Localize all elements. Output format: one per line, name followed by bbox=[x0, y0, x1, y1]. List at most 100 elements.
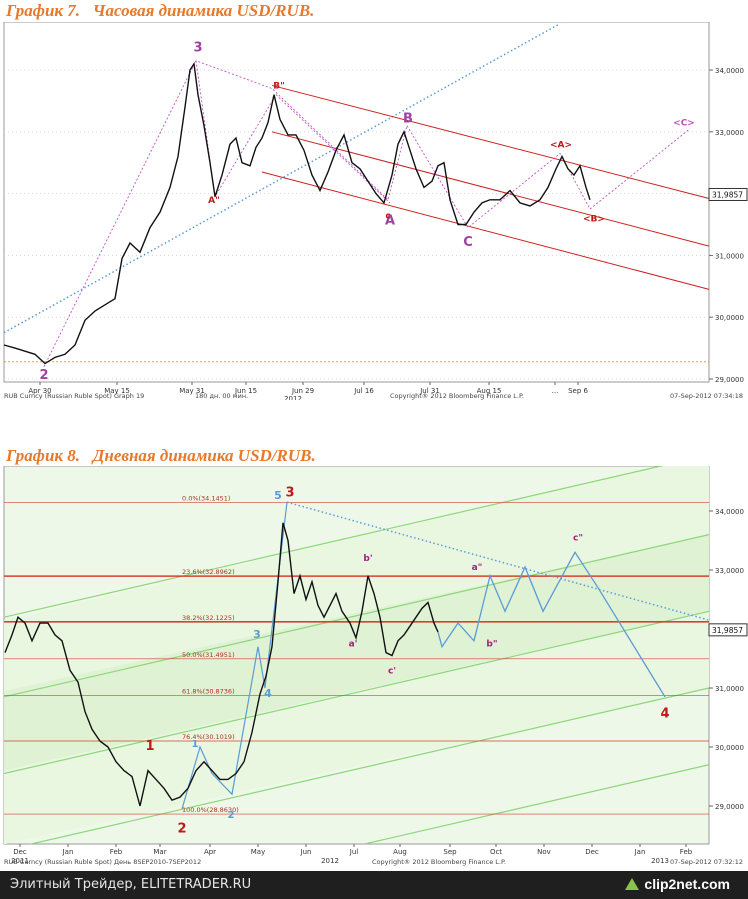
chart7-footer-left: RUB Curncy (Russian Ruble Spot) Graph 19 bbox=[4, 392, 144, 400]
chart8-footer-right: 07-Sep-2012 07:32:12 bbox=[670, 858, 743, 866]
chart8-channel-line bbox=[4, 466, 664, 618]
chart8-wave-label: 1 bbox=[192, 739, 199, 750]
chart7-ytick-label: 30,0000 bbox=[715, 314, 744, 322]
chart8-wave-label: a' bbox=[349, 640, 358, 650]
chart8-title: График 8. Дневная динамика USD/RUB. bbox=[6, 446, 316, 465]
chart7-channel-upper bbox=[271, 84, 710, 200]
chart8-xtick-label: Oct bbox=[490, 848, 502, 856]
chart8-plot-group bbox=[4, 466, 709, 844]
chart8-year-label: 2011 bbox=[11, 857, 29, 865]
chart8-fib-label: 100.0%(28.8630) bbox=[182, 806, 239, 814]
chart8-xtick-label: May bbox=[251, 848, 265, 856]
chart8-wave-label: 4 bbox=[264, 687, 272, 700]
chart8-daily-usdrub: 34,000033,000032,000031,000030,000029,00… bbox=[3, 466, 748, 866]
chart7-wave-label: <A> bbox=[550, 140, 572, 150]
chart7-ytick-label: 33,0000 bbox=[715, 129, 744, 137]
chart8-last-price-box bbox=[708, 623, 748, 637]
chart8-year-label: 2012 bbox=[321, 857, 339, 865]
chart8-ytick-label: 31,0000 bbox=[715, 685, 744, 693]
chart7-wave-label: C bbox=[463, 235, 473, 250]
chart8-xtick-label: Apr bbox=[204, 848, 216, 856]
chart7-wave-label: A bbox=[385, 214, 395, 229]
chart7-xtick-label: Jun 15 bbox=[234, 387, 257, 395]
chart8-fib-label: 76.4%(30.1019) bbox=[182, 733, 235, 741]
chart7-xtick-label: Jul 16 bbox=[353, 387, 374, 395]
chart8-channel-band bbox=[4, 611, 709, 844]
chart7-xtick-label: Aug 15 bbox=[477, 387, 502, 395]
chart8-channel-line bbox=[361, 764, 709, 844]
chart8-wave-label: 3 bbox=[285, 485, 294, 500]
chart7-xtick-label: Apr 30 bbox=[28, 387, 51, 395]
chart8-year-label: 2013 bbox=[651, 857, 669, 865]
chart8-ytick-label: 30,0000 bbox=[715, 744, 744, 752]
chart8-blue-trendline bbox=[286, 501, 710, 621]
chart8-xtick-label: Dec bbox=[13, 848, 27, 856]
chart8-wave-label: b" bbox=[486, 640, 497, 650]
chart7-plot-area bbox=[3, 22, 710, 383]
chart8-wave-label: 4 bbox=[660, 707, 669, 722]
chart8-forecast-path bbox=[437, 551, 666, 698]
chart8-wave-label: c" bbox=[573, 534, 583, 544]
chart7-xtick-label: Jun 29 bbox=[291, 387, 314, 395]
chart8-fib-label: 50.0%(31.4951) bbox=[182, 651, 235, 659]
chart8-fib-label: 38.2%(32.1225) bbox=[182, 614, 235, 622]
chart8-channel-line bbox=[4, 534, 709, 698]
chart8-wave-label: b' bbox=[363, 554, 372, 564]
chart8-xtick-label: Jan bbox=[62, 848, 74, 856]
chart7-year-label: 2012 bbox=[284, 395, 302, 400]
chart7-footer-right: 07-Sep-2012 07:34:18 bbox=[670, 392, 743, 400]
chart7-xtick-label: May 31 bbox=[179, 387, 205, 395]
chart8-footer-mid: Copyright® 2012 Bloomberg Finance L.P. bbox=[372, 858, 506, 866]
chart7-wave-dotted bbox=[43, 60, 691, 367]
chart8-last-price-label: 31,9857 bbox=[712, 626, 743, 635]
chart8-ytick-label: 33,0000 bbox=[715, 567, 744, 575]
chart8-xtick-label: Dec bbox=[585, 848, 599, 856]
chart8-xtick-label: Jul bbox=[349, 848, 359, 856]
chart8-xtick-label: Jun bbox=[300, 848, 312, 856]
chart8-wave-label: 3 bbox=[253, 628, 261, 641]
clip2net-logo-text: clip2net.com bbox=[644, 876, 730, 892]
chart8-wave-label: 2 bbox=[228, 810, 235, 821]
chart7-ytick-label: 31,0000 bbox=[715, 252, 744, 260]
chart7-xtick-label: May 15 bbox=[104, 387, 130, 395]
chart8-price-line bbox=[4, 522, 439, 807]
footer-site-text: Элитный Трейдер, ELITETRADER.RU bbox=[10, 877, 252, 892]
chart8-ytick-label: 29,0000 bbox=[715, 803, 744, 811]
chart8-channel-band bbox=[4, 534, 709, 771]
chart8-fib-label: 0.0%(34.1451) bbox=[182, 494, 230, 502]
chart7-channel-lower bbox=[261, 171, 710, 290]
chart7-last-price-box bbox=[708, 187, 748, 201]
chart7-wave-label: c bbox=[385, 211, 390, 221]
chart7-ytick-label: 34,0000 bbox=[715, 67, 744, 75]
chart7-wave-label: B bbox=[403, 112, 413, 127]
clip2net-logo-icon bbox=[625, 878, 640, 890]
chart7-wave-label: B" bbox=[273, 82, 285, 92]
chart7-ytick-label: 29,0000 bbox=[715, 376, 744, 384]
chart7-wave-label: 2 bbox=[39, 368, 48, 383]
chart7-wave-label: 3 bbox=[193, 40, 202, 55]
chart8-xtick-label: Feb bbox=[110, 848, 123, 856]
chart7-hourly-usdrub: 34,000033,000032,000031,000030,000029,00… bbox=[3, 22, 748, 400]
chart8-footer-left: RUB Curncy (Russian Ruble Spot) День 8SE… bbox=[4, 858, 201, 866]
chart7-wave-label: <C> bbox=[673, 119, 695, 129]
chart7-footer-mid2: Copyright® 2012 Bloomberg Finance L.P. bbox=[390, 392, 524, 400]
chart8-wave-label: a" bbox=[472, 563, 483, 573]
chart8-channel-line bbox=[28, 687, 709, 844]
chart7-xtick-label: ... bbox=[552, 387, 559, 395]
chart7-wave-label: <B> bbox=[583, 214, 605, 224]
chart8-xtick-label: Jan bbox=[634, 848, 646, 856]
clip2net-logo[interactable]: clip2net.com bbox=[625, 876, 730, 892]
chart8-channel-band bbox=[4, 466, 709, 691]
footer-bar: Элитный Трейдер, ELITETRADER.RU clip2net… bbox=[0, 871, 748, 899]
chart7-wave-label: A" bbox=[208, 196, 220, 206]
chart7-xtick-label: Sep 6 bbox=[568, 387, 588, 395]
chart8-wave-label: 1 bbox=[145, 739, 154, 754]
chart8-xtick-label: Mar bbox=[153, 848, 166, 856]
chart7-channel-mid bbox=[271, 131, 710, 247]
chart8-fib-label: 23.6%(32.8962) bbox=[182, 568, 235, 576]
chart7-last-price-label: 31,9857 bbox=[712, 190, 743, 199]
chart8-xtick-label: Sep bbox=[443, 848, 457, 856]
chart7-title: График 7. Часовая динамика USD/RUB. bbox=[6, 1, 315, 20]
chart8-xtick-label: Aug bbox=[393, 848, 407, 856]
chart8-wave-path bbox=[181, 502, 288, 810]
